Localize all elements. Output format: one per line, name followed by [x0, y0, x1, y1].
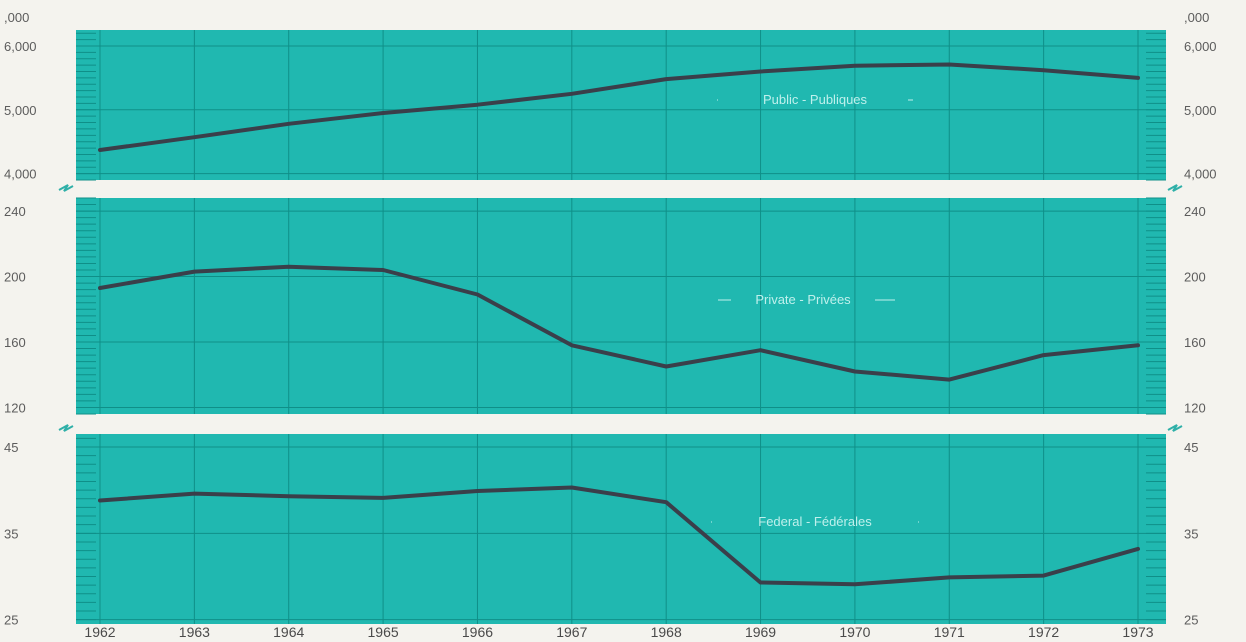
data-point	[665, 501, 667, 504]
data-point	[1042, 354, 1045, 356]
series-label-layer: Public - Publiques Private - Privées Feder…	[711, 92, 919, 529]
unit-label-left: ,000	[4, 10, 29, 25]
y-tick-label-left: 160	[4, 335, 26, 350]
y-tick-label-left: 240	[4, 204, 26, 219]
x-tick-label-1962: 1962	[84, 624, 115, 640]
y-tick-label-left: 45	[4, 440, 18, 455]
data-point	[759, 581, 762, 584]
unit-label-right: ,000	[1184, 10, 1209, 25]
x-tick-label-1968: 1968	[651, 624, 682, 640]
data-point	[476, 293, 479, 296]
y-tick-label-right: 5,000	[1184, 103, 1217, 118]
axis-break-marker-right-upper	[1167, 184, 1183, 192]
x-tick-label-1964: 1964	[273, 624, 304, 640]
axis-break-marker-right-lower	[1167, 424, 1183, 432]
series-line-layer	[98, 62, 1140, 587]
data-point	[759, 349, 762, 351]
data-point	[382, 112, 384, 114]
y-tick-label-right: 35	[1184, 526, 1198, 541]
series-label: Private - Privées	[755, 292, 851, 307]
y-tick-label-left: 200	[4, 270, 26, 285]
data-point	[854, 64, 856, 67]
x-tick-label-1963: 1963	[179, 624, 210, 640]
data-point	[287, 495, 290, 497]
data-point	[948, 63, 951, 66]
panel-private-background	[76, 198, 1166, 414]
x-tick-label-1966: 1966	[462, 624, 493, 640]
axis-break-marker-left-lower	[58, 424, 74, 432]
data-point	[571, 93, 573, 95]
x-tick-label-1972: 1972	[1028, 624, 1059, 640]
y-tick-label-left: 4,000	[4, 167, 37, 182]
panel-federal-background	[76, 434, 1166, 624]
data-point	[1137, 77, 1139, 79]
y-tick-label-left: 25	[4, 613, 18, 628]
data-point	[571, 486, 573, 489]
x-tick-label-1970: 1970	[839, 624, 870, 640]
y-tick-label-right: 160	[1184, 335, 1206, 350]
data-point	[1137, 344, 1139, 347]
data-point	[382, 269, 384, 271]
data-point	[99, 287, 101, 289]
y-tick-label-right: 45	[1184, 440, 1198, 455]
data-point	[948, 378, 951, 381]
y-tick-label-left: 5,000	[4, 103, 37, 118]
data-point	[99, 149, 101, 151]
x-tick-label-layer: 1962 1963 1964 1965 1966 1967 1968 1969 1970 1971…	[84, 624, 1153, 640]
panel-public-background	[76, 30, 1166, 180]
x-tick-label-1971: 1971	[934, 624, 965, 640]
x-tick-label-1973: 1973	[1122, 624, 1153, 640]
axis-break-marker-left-upper	[58, 184, 74, 192]
data-point	[99, 499, 101, 502]
y-tick-label-left: 6,000	[4, 39, 37, 54]
y-tick-label-right: 200	[1184, 270, 1206, 285]
series-line-2	[98, 485, 1140, 587]
data-point	[287, 123, 290, 125]
x-tick-label-1967: 1967	[556, 624, 587, 640]
data-point	[854, 583, 856, 586]
y-tick-label-right: 25	[1184, 613, 1198, 628]
data-point	[476, 490, 479, 492]
y-tick-label-layer: 4,000 4,000 5,000 5,000 6,000 6,000 120 120 160 1…	[4, 39, 1217, 628]
minor-tick-layer	[76, 32, 1166, 621]
data-point	[1137, 548, 1139, 550]
data-point	[382, 497, 384, 499]
grid-layer	[76, 30, 1166, 624]
data-point	[193, 492, 196, 495]
data-point	[1042, 574, 1045, 577]
x-tick-label-1969: 1969	[745, 624, 776, 640]
data-point	[854, 370, 856, 373]
data-point	[665, 365, 667, 368]
data-point	[665, 78, 667, 80]
series-line-0	[98, 62, 1140, 152]
data-point	[948, 576, 951, 579]
y-tick-label-right: 120	[1184, 400, 1206, 415]
data-point	[287, 265, 290, 268]
y-tick-label-right: 4,000	[1184, 167, 1217, 182]
data-point	[476, 103, 479, 106]
data-point	[193, 270, 196, 273]
y-tick-label-left: 120	[4, 400, 26, 415]
y-tick-label-right: 240	[1184, 204, 1206, 219]
series-label: Federal - Fédérales	[758, 514, 872, 529]
y-tick-label-right: 6,000	[1184, 39, 1217, 54]
series-label: Public - Publiques	[763, 92, 868, 107]
data-point	[193, 136, 196, 139]
data-point	[759, 70, 762, 73]
y-tick-label-left: 35	[4, 526, 18, 541]
series-line-1	[98, 264, 1140, 382]
data-point	[571, 344, 573, 347]
x-tick-label-1965: 1965	[368, 624, 399, 640]
data-point	[1042, 69, 1045, 72]
